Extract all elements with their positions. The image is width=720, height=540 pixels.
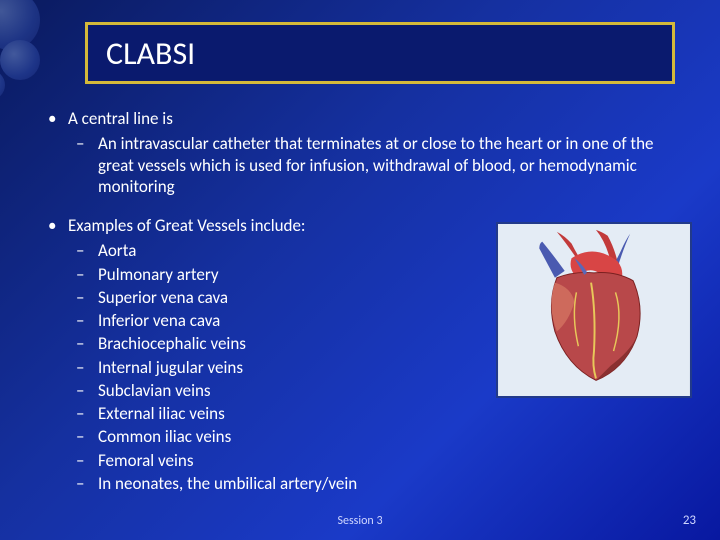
- sub-bullet-text: Superior vena cava: [98, 287, 228, 308]
- heart-anatomy-image: [496, 222, 692, 398]
- sub-bullet-text: Inferior vena cava: [98, 310, 220, 331]
- slide-title: CLABSI: [106, 34, 195, 73]
- sub-bullet-text: Common iliac veins: [98, 426, 231, 447]
- sub-bullet-text: Subclavian veins: [98, 380, 211, 401]
- sub-bullet-item: In neonates, the umbilical artery/vein: [68, 473, 448, 494]
- sub-bullet-text: In neonates, the umbilical artery/vein: [98, 473, 357, 494]
- sub-bullet-item: Subclavian veins: [68, 380, 448, 401]
- sub-bullet-item: An intravascular catheter that terminate…: [68, 133, 688, 197]
- sub-bullet-item: Pulmonary artery: [68, 264, 448, 285]
- bullet-text: A central line is: [68, 108, 173, 129]
- sub-bullet-item: External iliac veins: [68, 403, 448, 424]
- sub-bullet-text: Aorta: [98, 240, 136, 261]
- sub-bullet-item: Common iliac veins: [68, 426, 448, 447]
- title-box: CLABSI: [85, 22, 675, 84]
- sub-bullet-text: An intravascular catheter that terminate…: [98, 133, 653, 197]
- bullet-item: Examples of Great Vessels include: Aorta…: [48, 215, 448, 494]
- sub-bullet-item: Brachiocephalic veins: [68, 333, 448, 354]
- sub-bullet-item: Superior vena cava: [68, 287, 448, 308]
- sub-bullet-item: Femoral veins: [68, 450, 448, 471]
- sub-bullet-item: Inferior vena cava: [68, 310, 448, 331]
- side-decoration: MICRO: [0, 0, 50, 540]
- sub-bullet-text: Femoral veins: [98, 450, 193, 471]
- bullet-text: Examples of Great Vessels include:: [68, 215, 305, 236]
- sub-bullet-text: Pulmonary artery: [98, 264, 219, 285]
- sub-bullet-text: External iliac veins: [98, 403, 225, 424]
- sub-bullet-text: Brachiocephalic veins: [98, 333, 246, 354]
- sub-bullet-text: Internal jugular veins: [98, 357, 243, 378]
- sub-bullet-item: Aorta: [68, 240, 448, 261]
- footer-page-number: 23: [683, 513, 696, 528]
- footer-session: Session 3: [337, 514, 382, 528]
- bullet-item: A central line is An intravascular cathe…: [48, 108, 688, 197]
- sub-bullet-item: Internal jugular veins: [68, 357, 448, 378]
